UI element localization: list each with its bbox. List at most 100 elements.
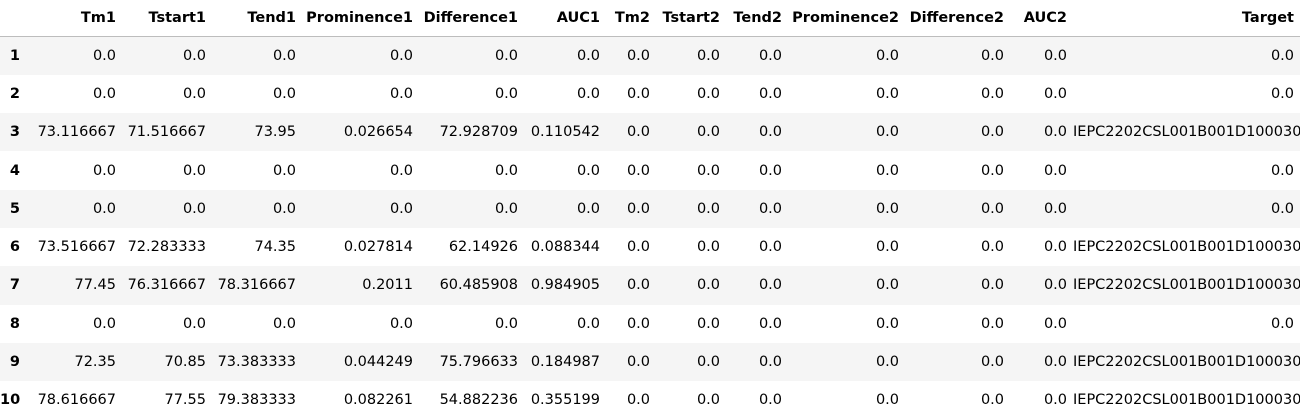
cell-tstart1: 70.85 [164, 354, 206, 371]
cell-difference1: 54.882236 [439, 392, 518, 409]
cell-tend2: 0.0 [758, 277, 782, 294]
cell-prominence1: 0.0 [389, 162, 413, 179]
row-index: 10 [0, 392, 21, 409]
cell-auc2: 0.0 [1043, 392, 1067, 409]
cell-tstart1: 77.55 [164, 392, 206, 409]
cell-tend2: 0.0 [758, 392, 782, 409]
cell-tstart2: 0.0 [696, 277, 720, 294]
header-index [0, 0, 32, 37]
cell-tstart1: 72.283333 [127, 239, 206, 256]
row-index: 6 [9, 239, 20, 256]
cell-auc2: 0.0 [1043, 162, 1067, 179]
cell-tend1: 0.0 [272, 315, 296, 332]
cell-tm1: 0.0 [92, 315, 116, 332]
row-index: 1 [9, 47, 20, 64]
cell-auc1: 0.088344 [530, 239, 600, 256]
cell-difference2: 0.0 [980, 354, 1004, 371]
cell-tend1: 0.0 [272, 200, 296, 217]
cell-auc2: 0.0 [1043, 354, 1067, 371]
cell-tm2: 0.0 [626, 392, 650, 409]
cell-tm2: 0.0 [626, 85, 650, 102]
cell-tm1: 0.0 [92, 85, 116, 102]
cell-difference1: 0.0 [494, 200, 518, 217]
cell-difference1: 0.0 [494, 315, 518, 332]
row-index: 3 [9, 124, 20, 141]
table-row: 6 73.516667 72.283333 74.35 0.027814 62.14926… [0, 227, 1300, 267]
cell-prominence1: 0.026654 [343, 124, 413, 141]
cell-tstart1: 0.0 [182, 200, 206, 217]
cell-prominence2: 0.0 [875, 315, 899, 332]
header-prominence2: Prominence2 [788, 0, 905, 37]
cell-difference1: 62.14926 [448, 239, 518, 256]
cell-tstart2: 0.0 [696, 47, 720, 64]
cell-auc1: 0.355199 [530, 392, 600, 409]
cell-auc2: 0.0 [1043, 200, 1067, 217]
cell-tstart2: 0.0 [696, 85, 720, 102]
cell-tend2: 0.0 [758, 47, 782, 64]
header-tm2: Tm2 [606, 0, 656, 37]
cell-tm1: 0.0 [92, 200, 116, 217]
cell-target: 0.0 [1270, 315, 1294, 332]
table-row: 7 77.45 76.316667 78.316667 0.2011 60.485908 0… [0, 266, 1300, 305]
header-tend1: Tend1 [212, 0, 302, 37]
header-auc2: AUC2 [1010, 0, 1073, 37]
cell-auc2: 0.0 [1043, 47, 1067, 64]
cell-tm2: 0.0 [626, 124, 650, 141]
cell-tend2: 0.0 [758, 315, 782, 332]
cell-difference2: 0.0 [980, 392, 1004, 409]
header-target: Target [1073, 0, 1300, 37]
cell-tm2: 0.0 [626, 315, 650, 332]
cell-target: 0.0 [1270, 85, 1294, 102]
table-row: 5 0.0 0.0 0.0 0.0 0.0 0.0 0.0 0.0 0.0 0.0 0.0 0.0 0.0 [0, 189, 1300, 228]
cell-difference1: 0.0 [494, 85, 518, 102]
row-index: 5 [9, 200, 20, 217]
cell-prominence1: 0.027814 [343, 239, 413, 256]
cell-difference1: 0.0 [494, 162, 518, 179]
cell-tend1: 0.0 [272, 162, 296, 179]
cell-auc2: 0.0 [1043, 277, 1067, 294]
cell-auc2: 0.0 [1043, 315, 1067, 332]
cell-prominence1: 0.2011 [362, 277, 413, 294]
cell-tend1: 0.0 [272, 85, 296, 102]
cell-prominence2: 0.0 [875, 239, 899, 256]
table-row: 2 0.0 0.0 0.0 0.0 0.0 0.0 0.0 0.0 0.0 0.0 0.0 0.0 0.0 [0, 74, 1300, 114]
cell-difference1: 60.485908 [439, 277, 518, 294]
cell-tm2: 0.0 [626, 354, 650, 371]
cell-difference2: 0.0 [980, 162, 1004, 179]
cell-tm2: 0.0 [626, 47, 650, 64]
table-row: 1 0.0 0.0 0.0 0.0 0.0 0.0 0.0 0.0 0.0 0.0 0.0 0.0 0.0 [0, 36, 1300, 75]
header-row: Tm1 Tstart1 Tend1 Prominence1 Difference… [0, 0, 1300, 37]
cell-auc1: 0.0 [576, 162, 600, 179]
cell-difference2: 0.0 [980, 277, 1004, 294]
cell-tend2: 0.0 [758, 200, 782, 217]
cell-difference2: 0.0 [980, 47, 1004, 64]
cell-prominence1: 0.0 [389, 200, 413, 217]
cell-tend1: 73.383333 [217, 354, 296, 371]
cell-tstart1: 71.516667 [127, 124, 206, 141]
cell-tstart2: 0.0 [696, 124, 720, 141]
header-tend2: Tend2 [726, 0, 788, 37]
cell-tend1: 79.383333 [217, 392, 296, 409]
row-index: 8 [9, 315, 20, 332]
cell-prominence2: 0.0 [875, 277, 899, 294]
cell-prominence2: 0.0 [875, 392, 899, 409]
table-row: 8 0.0 0.0 0.0 0.0 0.0 0.0 0.0 0.0 0.0 0.0 0.0 0.0 0.0 [0, 304, 1300, 343]
cell-tm1: 72.35 [74, 354, 116, 371]
header-difference2: Difference2 [905, 0, 1010, 37]
cell-tm1: 0.0 [92, 47, 116, 64]
cell-tm1: 0.0 [92, 162, 116, 179]
cell-prominence2: 0.0 [875, 85, 899, 102]
cell-tstart1: 0.0 [182, 162, 206, 179]
cell-tstart2: 0.0 [696, 392, 720, 409]
table-row: 10 78.616667 77.55 79.383333 0.082261 54.8822… [0, 381, 1300, 420]
cell-tm2: 0.0 [626, 277, 650, 294]
cell-tstart2: 0.0 [696, 315, 720, 332]
cell-prominence1: 0.044249 [343, 354, 413, 371]
cell-prominence2: 0.0 [875, 47, 899, 64]
cell-tm2: 0.0 [626, 200, 650, 217]
cell-tstart2: 0.0 [696, 239, 720, 256]
cell-auc1: 0.984905 [530, 277, 600, 294]
cell-tstart2: 0.0 [696, 200, 720, 217]
cell-prominence1: 0.0 [389, 47, 413, 64]
